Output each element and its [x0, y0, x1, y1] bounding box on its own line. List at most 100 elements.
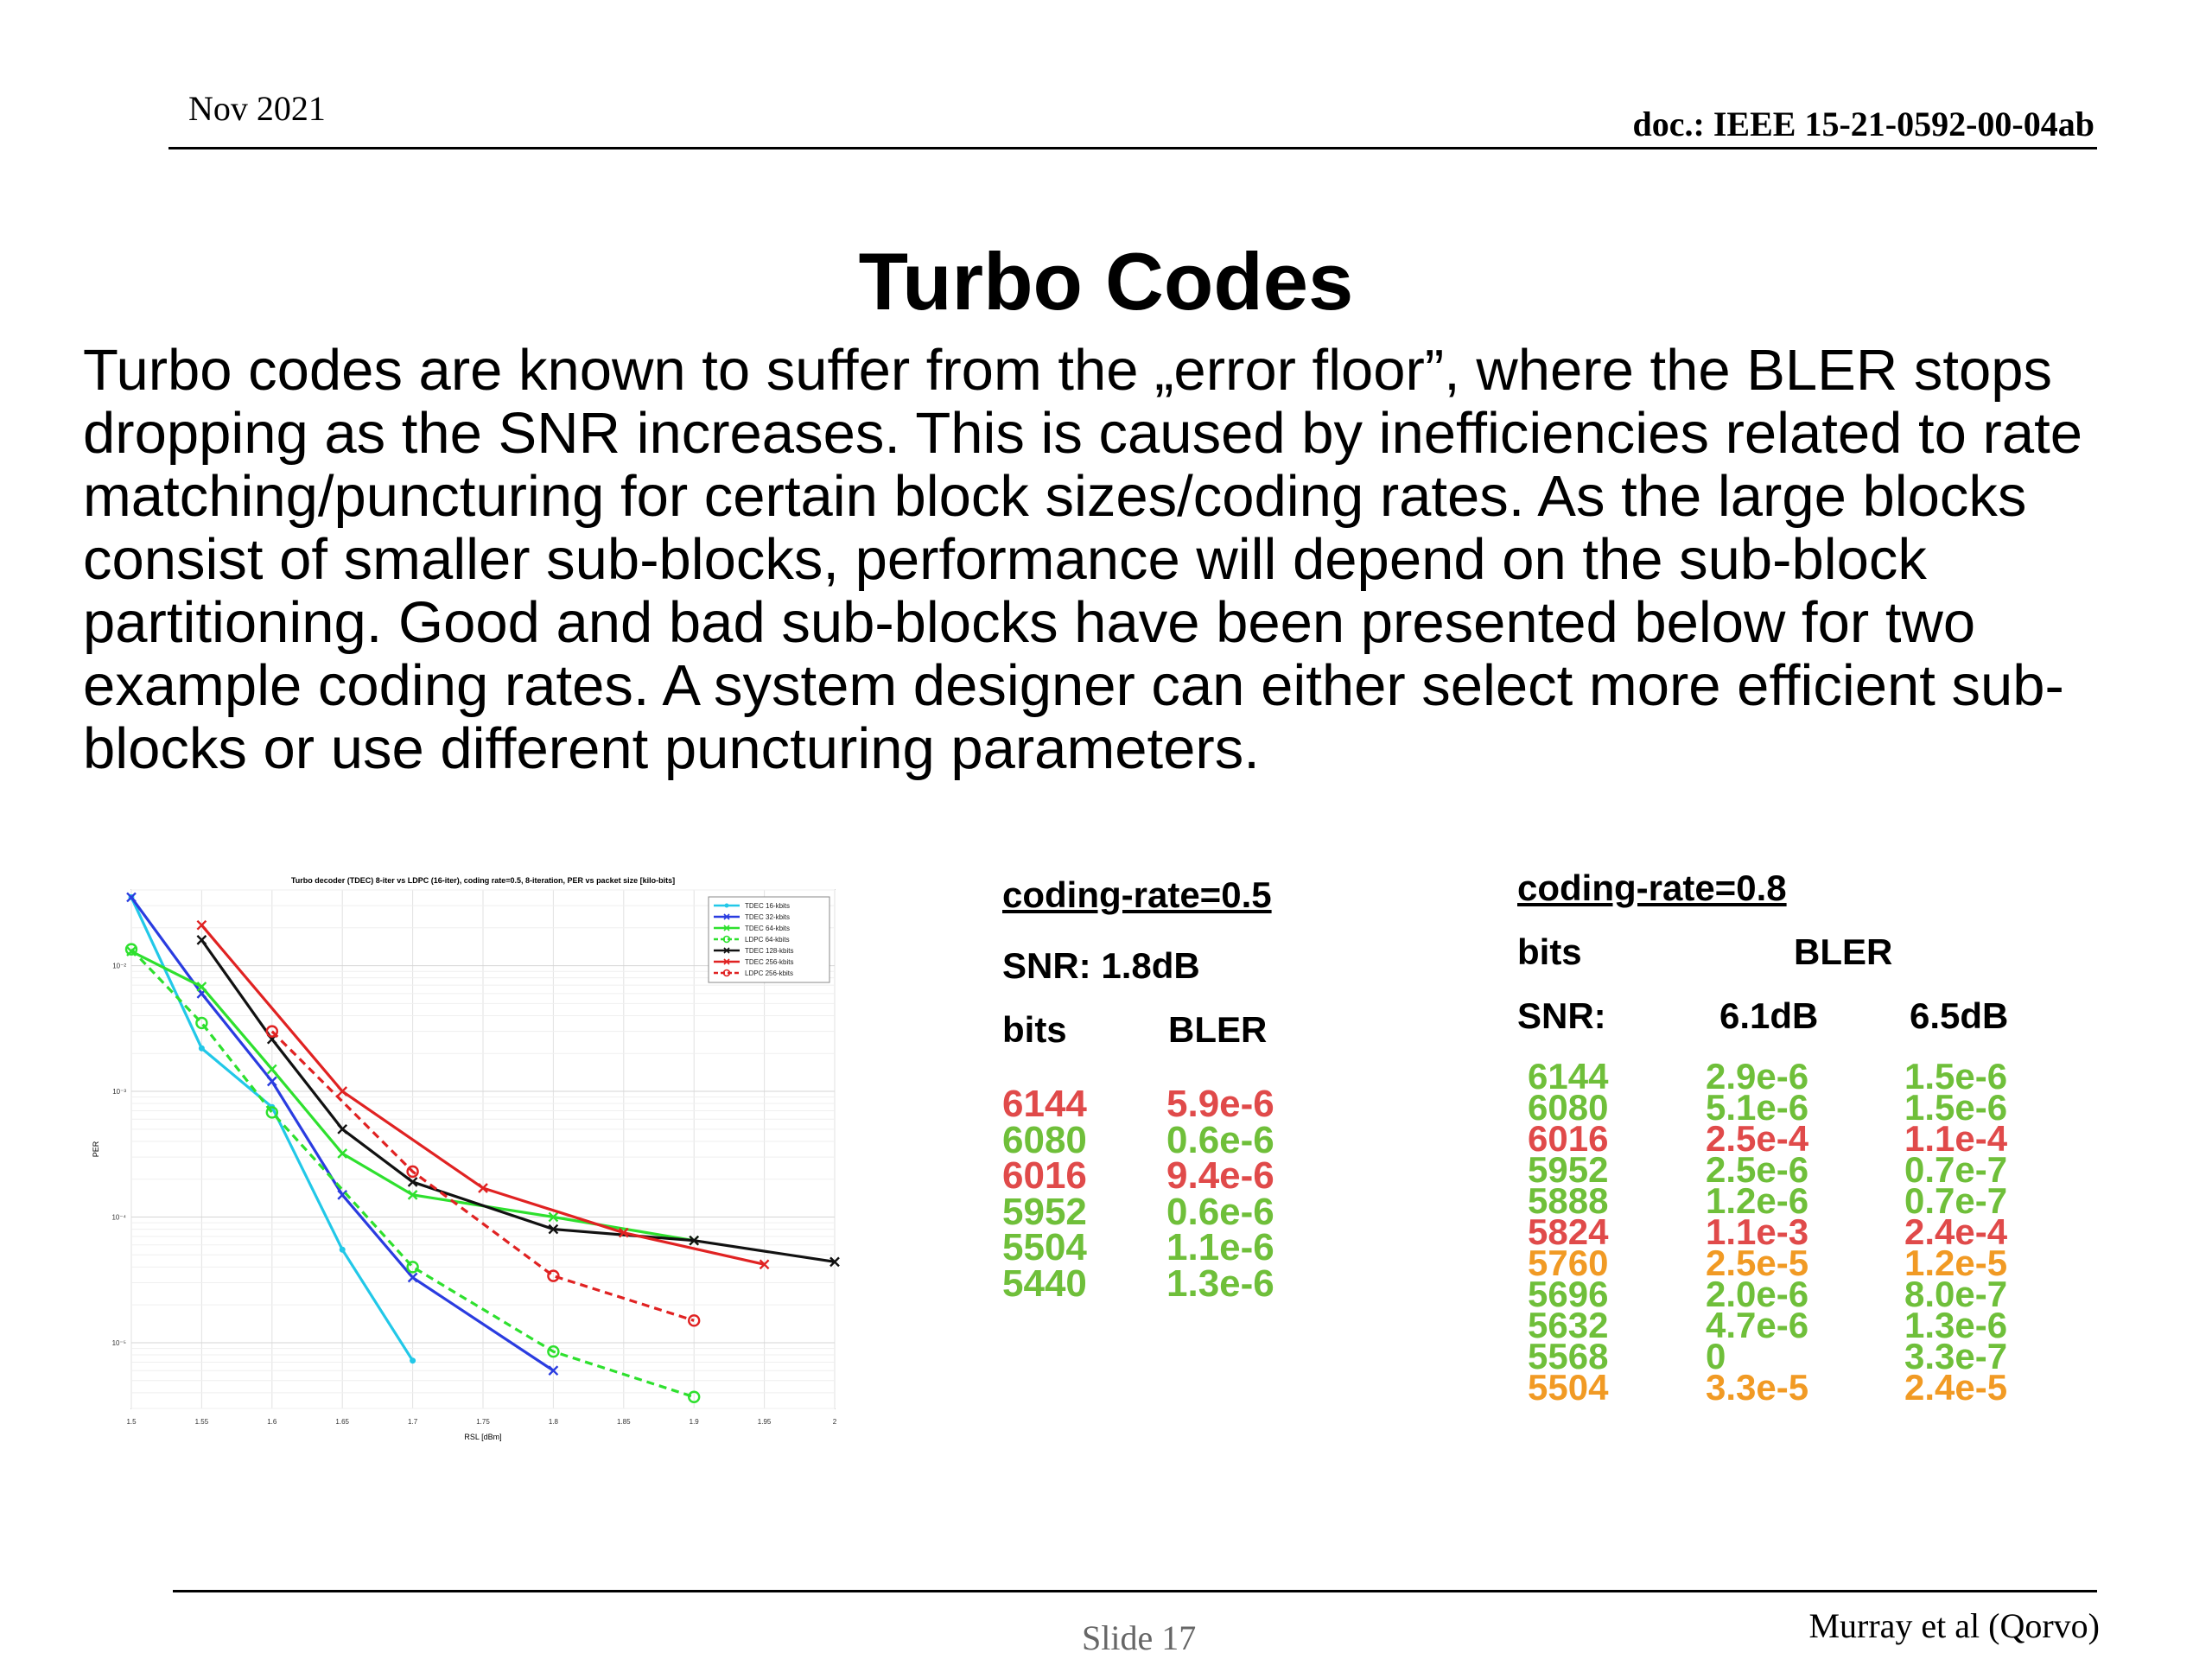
chart-point [478, 1183, 488, 1193]
chart-point [266, 1076, 277, 1087]
table1-row-bits: 5504 [1002, 1226, 1087, 1268]
chart-legend-label: TDEC 32-kbits [745, 913, 790, 921]
table2-row-bler-6-1: 2.5e-4 [1706, 1118, 1809, 1159]
table1-row-bler: 5.9e-6 [1166, 1083, 1274, 1125]
chart-point [406, 1261, 419, 1274]
table1-col-bler: BLER [1168, 1009, 1268, 1050]
chart-point [830, 1256, 840, 1268]
chart-point [548, 1365, 559, 1376]
table2-row-bler-6-1: 0 [1706, 1336, 1726, 1376]
chart-y-axis-label: PER [92, 1141, 100, 1157]
chart-point [407, 1177, 418, 1187]
chart-point [266, 1064, 277, 1075]
table2-row-bits: 5760 [1528, 1243, 1609, 1283]
chart-point [618, 1227, 629, 1238]
table2-row-bler-6-1: 1.1e-3 [1706, 1211, 1809, 1252]
body-paragraph-1: Turbo codes are known to suffer from the… [83, 338, 2082, 655]
chart-x-tick-label: 1.95 [758, 1418, 772, 1426]
chart-x-tick-label: 1.5 [126, 1418, 137, 1426]
table2-row-bler-6-5: 8.0e-7 [1904, 1274, 2008, 1314]
table2-row-bler-6-1: 2.5e-5 [1706, 1243, 1809, 1283]
chart-point [265, 1106, 279, 1119]
chart-point [406, 1165, 419, 1179]
chart-series-line [270, 1030, 695, 1322]
chart-legend-label: TDEC 16-kbits [745, 902, 790, 910]
table2-row-bits: 6144 [1528, 1056, 1609, 1096]
chart-point [337, 1123, 348, 1135]
table2-row-bler-6-1: 4.7e-6 [1706, 1305, 1809, 1345]
per-vs-rsl-chart: Turbo decoder (TDEC) 8-iter vs LDPC (16-… [92, 876, 840, 1441]
chart-point [124, 943, 138, 956]
footer-divider [173, 1590, 2097, 1592]
table2-snr-6-5: 6.5dB [1910, 995, 2009, 1036]
chart-point [548, 1224, 559, 1235]
table1-snr: SNR: 1.8dB [1002, 945, 1200, 986]
chart-legend-label: TDEC 256-kbits [745, 958, 793, 966]
table1-title: coding-rate=0.5 [1002, 874, 1272, 915]
chart-title: Turbo decoder (TDEC) 8-iter vs LDPC (16-… [291, 876, 675, 885]
table2-row-bler-6-1: 3.3e-5 [1706, 1367, 1809, 1408]
chart-point [337, 1148, 348, 1159]
chart-legend-label: TDEC 128-kbits [745, 947, 793, 955]
table2-row-bler-6-1: 2.0e-6 [1706, 1274, 1809, 1314]
table1-row-bits: 6016 [1002, 1154, 1087, 1197]
footer-author: Murray et al (Qorvo) [1808, 1606, 2100, 1645]
chart-x-tick-label: 1.7 [408, 1418, 418, 1426]
table1-row-bler: 1.1e-6 [1166, 1226, 1274, 1268]
chart-legend-marker [723, 947, 730, 954]
table2-title: coding-rate=0.8 [1517, 868, 1787, 908]
chart-point [265, 1025, 279, 1038]
chart-x-axis-label: RSL [dBm] [464, 1433, 501, 1441]
chart-point [196, 919, 207, 931]
table2-row-bits: 5824 [1528, 1211, 1609, 1252]
table1-row-bler: 0.6e-6 [1166, 1190, 1274, 1233]
chart-point [198, 1045, 205, 1052]
chart-legend-marker [724, 903, 729, 908]
table2-snr-6-1: 6.1dB [1719, 995, 1819, 1036]
table1-row-bits: 6144 [1002, 1083, 1087, 1125]
chart-legend-label: LDPC 256-kbits [745, 969, 793, 977]
chart-point [126, 892, 137, 903]
chart-point [196, 982, 207, 992]
chart-x-tick-label: 1.8 [549, 1418, 559, 1426]
body-text: Turbo codes are known to suffer from the… [83, 339, 2174, 780]
chart-point [339, 1246, 346, 1253]
table1-col-bits: bits [1002, 1009, 1067, 1050]
table2-row-bler-6-1: 1.2e-6 [1706, 1180, 1809, 1221]
table2-row-bler-6-5: 0.7e-7 [1904, 1149, 2008, 1190]
body-paragraph-2: example coding rates. A system designer … [83, 653, 2064, 781]
chart-y-tick-label: 10⁻² [112, 963, 126, 970]
table2-row-bler-6-1: 5.1e-6 [1706, 1087, 1809, 1128]
chart-point [407, 1190, 418, 1200]
header-date: Nov 2021 [188, 89, 326, 128]
chart-x-tick-label: 1.75 [476, 1418, 490, 1426]
table2-row-bits: 5696 [1528, 1274, 1609, 1314]
table2-row-bits: 5888 [1528, 1180, 1609, 1221]
chart-legend-marker [722, 935, 731, 944]
table1-row-bits: 5952 [1002, 1190, 1087, 1233]
chart-series-line [130, 948, 695, 1399]
table2-col-bler: BLER [1794, 931, 1893, 972]
chart-y-tick-label: 10⁻³ [112, 1088, 126, 1096]
chart-point [689, 1235, 700, 1246]
chart-x-tick-label: 1.9 [690, 1418, 700, 1426]
chart-point [407, 1272, 418, 1283]
table2-row-bler-6-1: 2.5e-6 [1706, 1149, 1809, 1190]
header-divider [168, 147, 2097, 149]
chart-x-tick-label: 1.55 [195, 1418, 209, 1426]
table1-row-bler: 0.6e-6 [1166, 1118, 1274, 1161]
table2-row-bler-6-5: 1.5e-6 [1904, 1056, 2008, 1096]
chart-x-tick-label: 2 [833, 1418, 837, 1426]
chart-legend-marker [723, 958, 730, 965]
chart-legend-marker [722, 969, 731, 977]
table2-snr-label: SNR: [1517, 995, 1606, 1036]
table2-row-bler-6-5: 2.4e-5 [1904, 1367, 2008, 1408]
table2-row-bler-6-5: 3.3e-7 [1904, 1336, 2008, 1376]
chart-point [759, 1259, 770, 1270]
table1-row-bits: 6080 [1002, 1118, 1087, 1161]
chart-y-tick-label: 10⁻⁴ [111, 1213, 126, 1221]
table2-row-bler-6-5: 1.2e-5 [1904, 1243, 2008, 1283]
chart-x-tick-label: 1.65 [335, 1418, 349, 1426]
table1-row-bits: 5440 [1002, 1262, 1087, 1305]
slide-number: Slide 17 [1082, 1618, 1197, 1657]
